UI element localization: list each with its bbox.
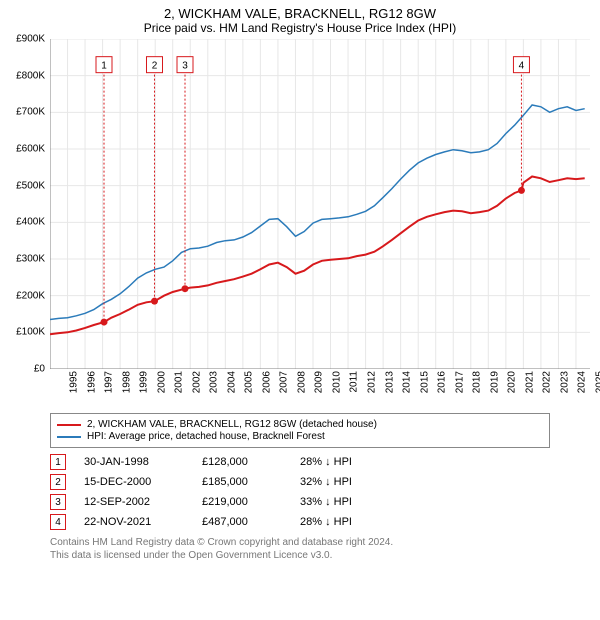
- svg-text:4: 4: [519, 61, 525, 72]
- chart-plot: 1 2 3 4: [50, 39, 590, 369]
- y-tick-label: £100K: [16, 327, 45, 338]
- y-tick-label: £700K: [16, 107, 45, 118]
- x-tick-label: 2006: [261, 371, 272, 393]
- transaction-row: 1 30-JAN-1998 £128,000 28% ↓ HPI: [50, 454, 550, 470]
- x-tick-label: 2024: [577, 371, 588, 393]
- x-tick-label: 2021: [524, 371, 535, 393]
- y-axis-labels: £0£100K£200K£300K£400K£500K£600K£700K£80…: [2, 39, 47, 369]
- x-tick-label: 2015: [419, 371, 430, 393]
- x-tick-label: 2013: [384, 371, 395, 393]
- x-tick-label: 2000: [156, 371, 167, 393]
- y-tick-label: £500K: [16, 180, 45, 191]
- legend-swatch: [57, 424, 81, 426]
- x-tick-label: 1997: [103, 371, 114, 393]
- y-tick-label: £300K: [16, 254, 45, 265]
- transaction-price: £185,000: [202, 476, 282, 488]
- x-tick-label: 2010: [331, 371, 342, 393]
- x-tick-label: 2008: [296, 371, 307, 393]
- x-axis-labels: 1995 1996 1997 1998 1999 2000 2001 2002 2003 2004…: [50, 369, 590, 409]
- legend-label: 2, WICKHAM VALE, BRACKNELL, RG12 8GW (de…: [87, 419, 377, 430]
- transaction-price: £219,000: [202, 496, 282, 508]
- x-tick-label: 2019: [489, 371, 500, 393]
- x-tick-label: 2018: [471, 371, 482, 393]
- transaction-marker: 3: [50, 494, 66, 510]
- transaction-marker: 2: [50, 474, 66, 490]
- chart-title: 2, WICKHAM VALE, BRACKNELL, RG12 8GW: [0, 0, 600, 21]
- transaction-pct: 32% ↓ HPI: [300, 476, 400, 488]
- x-tick-label: 2001: [173, 371, 184, 393]
- footer-line: Contains HM Land Registry data © Crown c…: [50, 536, 550, 549]
- transaction-row: 3 12-SEP-2002 £219,000 33% ↓ HPI: [50, 494, 550, 510]
- y-tick-label: £800K: [16, 70, 45, 81]
- transaction-row: 4 22-NOV-2021 £487,000 28% ↓ HPI: [50, 514, 550, 530]
- x-tick-label: 2022: [542, 371, 553, 393]
- svg-text:2: 2: [152, 61, 158, 72]
- x-tick-label: 2017: [454, 371, 465, 393]
- legend-swatch: [57, 436, 81, 438]
- transaction-date: 30-JAN-1998: [84, 456, 184, 468]
- transaction-pct: 28% ↓ HPI: [300, 516, 400, 528]
- x-tick-label: 2012: [366, 371, 377, 393]
- x-tick-label: 2023: [559, 371, 570, 393]
- legend-item: 2, WICKHAM VALE, BRACKNELL, RG12 8GW (de…: [57, 419, 543, 430]
- x-tick-label: 2003: [209, 371, 220, 393]
- transaction-date: 22-NOV-2021: [84, 516, 184, 528]
- x-tick-label: 2009: [314, 371, 325, 393]
- legend-label: HPI: Average price, detached house, Brac…: [87, 431, 325, 442]
- x-tick-label: 2014: [401, 371, 412, 393]
- x-tick-label: 1995: [68, 371, 79, 393]
- y-tick-label: £0: [34, 364, 45, 375]
- transaction-price: £487,000: [202, 516, 282, 528]
- y-tick-label: £900K: [16, 34, 45, 45]
- x-tick-label: 2005: [244, 371, 255, 393]
- transaction-table: 1 30-JAN-1998 £128,000 28% ↓ HPI 2 15-DEC-200…: [50, 454, 550, 530]
- x-tick-label: 1996: [86, 371, 97, 393]
- x-tick-label: 2002: [191, 371, 202, 393]
- footer-attribution: Contains HM Land Registry data © Crown c…: [50, 536, 550, 562]
- x-tick-label: 2007: [279, 371, 290, 393]
- y-tick-label: £200K: [16, 290, 45, 301]
- svg-text:1: 1: [101, 61, 107, 72]
- x-tick-label: 1998: [121, 371, 132, 393]
- transaction-marker: 4: [50, 514, 66, 530]
- x-tick-label: 2020: [507, 371, 518, 393]
- footer-line: This data is licensed under the Open Gov…: [50, 549, 550, 562]
- transaction-date: 12-SEP-2002: [84, 496, 184, 508]
- legend: 2, WICKHAM VALE, BRACKNELL, RG12 8GW (de…: [50, 413, 550, 448]
- transaction-marker: 1: [50, 454, 66, 470]
- y-tick-label: £400K: [16, 217, 45, 228]
- y-tick-label: £600K: [16, 144, 45, 155]
- x-tick-label: 1999: [138, 371, 149, 393]
- legend-item: HPI: Average price, detached house, Brac…: [57, 431, 543, 442]
- transaction-pct: 28% ↓ HPI: [300, 456, 400, 468]
- x-tick-label: 2011: [348, 371, 359, 393]
- svg-text:3: 3: [182, 61, 188, 72]
- transaction-row: 2 15-DEC-2000 £185,000 32% ↓ HPI: [50, 474, 550, 490]
- x-tick-label: 2016: [436, 371, 447, 393]
- x-tick-label: 2025: [594, 371, 600, 393]
- chart-area: £0£100K£200K£300K£400K£500K£600K£700K£80…: [50, 39, 590, 369]
- x-tick-label: 2004: [226, 371, 237, 393]
- chart-subtitle: Price paid vs. HM Land Registry's House …: [0, 21, 600, 39]
- transaction-pct: 33% ↓ HPI: [300, 496, 400, 508]
- transaction-date: 15-DEC-2000: [84, 476, 184, 488]
- transaction-price: £128,000: [202, 456, 282, 468]
